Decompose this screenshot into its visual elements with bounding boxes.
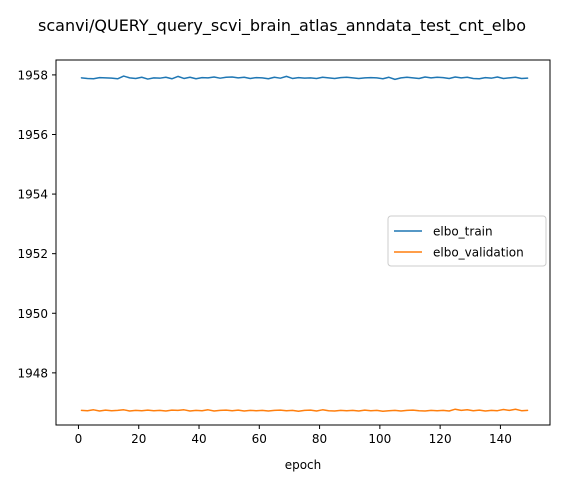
y-tick-label: 1954 xyxy=(17,188,48,202)
series-line-elbo-validation xyxy=(80,408,529,413)
x-tick-label: 40 xyxy=(191,432,206,446)
plot-area: 0 20 40 60 80 100 120 140 194819501952195419561… xyxy=(17,59,551,446)
legend-label-elbo-train: elbo_train xyxy=(433,225,493,239)
series-line-elbo-train xyxy=(80,75,529,81)
x-tick-label: 0 xyxy=(75,432,83,446)
axes-frame xyxy=(55,59,551,426)
y-tick-label: 1952 xyxy=(17,247,48,261)
y-axis-ticks: 1948 1950 1952 1954 1956 1958 xyxy=(17,68,56,380)
y-tick-label: 1948 xyxy=(17,366,48,380)
y-tick-label: 1958 xyxy=(17,68,48,82)
legend-label-elbo-validation: elbo_validation xyxy=(433,246,524,260)
x-tick-label: 140 xyxy=(489,432,512,446)
y-tick-label: 1950 xyxy=(17,307,48,321)
y-tick-label: 1956 xyxy=(17,128,48,142)
x-axis-ticks: 0 20 40 60 80 100 120 140 xyxy=(75,425,512,446)
x-tick-label: 120 xyxy=(429,432,452,446)
x-tick-label: 100 xyxy=(368,432,391,446)
chart-legend: elbo_train elbo_validation xyxy=(387,215,547,267)
chart-title: scanvi/QUERY_query_scvi_brain_atlas_annd… xyxy=(38,16,526,36)
legend-box xyxy=(387,215,547,267)
x-tick-label: 20 xyxy=(131,432,146,446)
legend-entries: elbo_train elbo_validation xyxy=(394,225,524,260)
series-layer xyxy=(80,75,529,413)
x-tick-label: 80 xyxy=(312,432,327,446)
x-tick-label: 60 xyxy=(252,432,267,446)
x-axis-label: epoch xyxy=(285,458,322,472)
